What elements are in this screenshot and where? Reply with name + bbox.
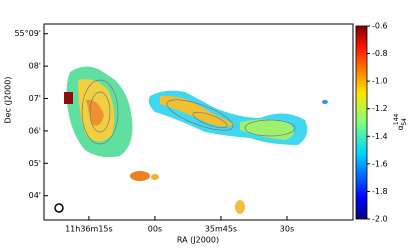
x-axis-label: RA (J2000) [177, 236, 219, 245]
colorbar-tick-label: -0.6 [372, 22, 388, 31]
colorbar-tick-label: -1.6 [372, 159, 388, 168]
y-tick-label: 08' [29, 62, 41, 71]
colorbar-label-sup: 144 [393, 113, 400, 125]
y-tick-label: 05' [29, 159, 41, 168]
colorbar-label-sub: 54 [401, 118, 408, 126]
y-tick-label: 04' [29, 191, 41, 200]
colorbar-tick-label: -0.8 [372, 49, 388, 58]
colorbar-tick-label: -2.0 [372, 215, 388, 224]
colorbar-tick-label: -1.0 [372, 77, 388, 86]
y-tick-label: 07' [29, 94, 41, 103]
colorbar-label-main: α [396, 125, 405, 130]
plot-frame [43, 23, 354, 221]
colorbar-tick-label: -1.4 [372, 132, 388, 141]
colorbar-tick-label: -1.8 [372, 187, 388, 196]
x-tick-label: 00s [148, 225, 162, 234]
y-axis-label: Dec (J2000) [4, 77, 13, 124]
y-tick-label: 06' [29, 126, 41, 135]
sky-map [54, 66, 328, 214]
x-tick-label: 35m45s [205, 225, 237, 234]
colorbar-label: α14454 [393, 113, 408, 130]
colorbar [355, 25, 368, 220]
colorbar-tick-label: -1.2 [372, 104, 388, 113]
y-tick-label: 55°09' [14, 29, 41, 38]
x-tick-label: 11h36m15s [65, 225, 113, 234]
x-tick-label: 30s [280, 225, 294, 234]
